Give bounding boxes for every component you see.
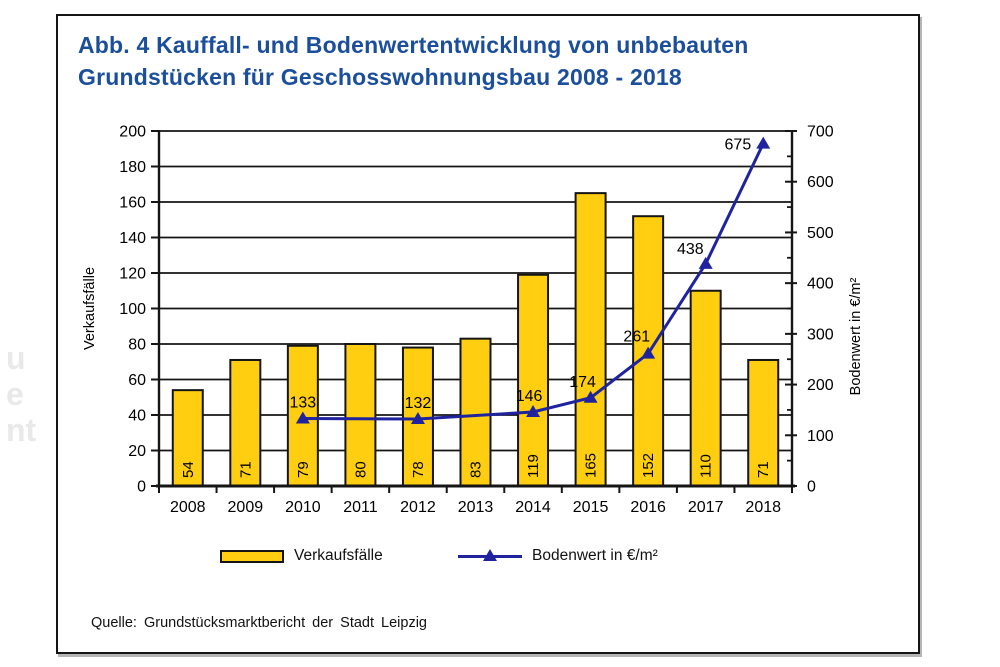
left-tick-label: 160	[119, 195, 146, 212]
line-value-label: 132	[405, 395, 432, 412]
bar-value-label: 71	[755, 461, 772, 478]
right-tick-label: 500	[807, 225, 834, 242]
x-tick-label: 2015	[573, 499, 609, 516]
bar-value-label: 110	[698, 454, 715, 478]
triangle-marker-icon	[698, 256, 713, 269]
left-tick-label: 60	[128, 372, 146, 389]
right-tick-label: 300	[807, 326, 834, 343]
line-value-label: 438	[677, 241, 704, 258]
figure-frame: Abb. 4 Kauffall- und Bodenwertentwicklun…	[56, 14, 920, 654]
bar-value-label: 78	[410, 461, 427, 478]
bar-2013	[459, 337, 492, 487]
x-tick-label: 2012	[400, 499, 436, 516]
right-tick-label: 100	[807, 428, 834, 445]
bar-value-label: 119	[525, 454, 542, 478]
line-value-label: 675	[725, 137, 752, 154]
left-tick-label: 120	[119, 266, 146, 283]
bar-2017	[689, 289, 722, 487]
figure-title-line1: Abb. 4 Kauffall- und Bodenwertentwicklun…	[78, 32, 749, 58]
margin-watermark: u e nt	[0, 340, 46, 448]
right-tick-label: 700	[807, 124, 834, 141]
left-axis-title: Verkaufsfälle	[82, 267, 98, 350]
triangle-marker-icon	[641, 346, 656, 359]
bar-value-label: 71	[237, 461, 254, 478]
bar-value-label: 79	[295, 461, 312, 478]
bar-2009	[229, 358, 262, 488]
legend-label-bodenwert: Bodenwert in €/m²	[532, 547, 658, 564]
line-value-label: 174	[569, 374, 596, 391]
left-tick-label: 180	[119, 159, 146, 176]
bar-value-label: 54	[180, 461, 197, 478]
triangle-marker-icon	[483, 549, 497, 561]
x-tick-label: 2011	[343, 499, 378, 516]
right-tick-label: 400	[807, 276, 834, 293]
figure-title-line2: Grundstücken für Geschosswohnungsbau 200…	[78, 64, 682, 90]
bar-value-label: 152	[640, 453, 657, 478]
legend-item-bodenwert: Bodenwert in €/m²	[458, 544, 658, 568]
legend-label-verkaufsfaelle: Verkaufsfälle	[294, 547, 383, 564]
right-axis-title: Bodenwert in €/m²	[848, 278, 864, 396]
bar-2018	[747, 358, 780, 488]
right-tick-label: 200	[807, 377, 834, 394]
bar-value-label: 165	[583, 453, 600, 478]
x-tick-label: 2018	[745, 499, 781, 516]
x-tick-label: 2016	[630, 499, 666, 516]
bar-value-label: 83	[468, 461, 485, 478]
left-tick-label: 80	[128, 337, 146, 354]
left-tick-label: 40	[128, 408, 146, 425]
bar-swatch-icon	[220, 549, 284, 563]
left-tick-label: 200	[119, 124, 146, 141]
x-tick-label: 2008	[170, 499, 206, 516]
source-note: Quelle: Grundstücksmarktbericht der Stad…	[91, 615, 427, 631]
triangle-marker-icon	[756, 136, 771, 149]
x-tick-label: 2014	[515, 499, 551, 516]
bar-value-label: 80	[352, 461, 369, 478]
legend-item-verkaufsfaelle: Verkaufsfälle	[220, 544, 383, 568]
x-tick-label: 2009	[228, 499, 264, 516]
left-tick-label: 140	[119, 230, 146, 247]
bar-2008	[171, 389, 204, 487]
x-tick-label: 2017	[688, 499, 724, 516]
bar-2014	[517, 273, 550, 487]
figure-title: Abb. 4 Kauffall- und Bodenwertentwicklun…	[78, 29, 888, 93]
margin-watermark-fragment: e	[6, 376, 24, 412]
triangle-marker-icon	[410, 412, 425, 425]
line-value-label: 146	[516, 388, 543, 405]
bar-2011	[344, 343, 377, 487]
right-tick-label: 0	[807, 479, 816, 496]
line-value-label: 133	[290, 395, 317, 412]
margin-watermark-fragment: u	[6, 340, 26, 376]
line-value-label: 261	[623, 329, 650, 346]
combo-chart: 0 20 40 60 80 100 120 140 160 180 200 2008 2009 2010 2…	[82, 124, 864, 517]
bar-2015	[574, 192, 607, 487]
left-tick-label: 100	[119, 301, 146, 318]
x-tick-label: 2013	[458, 499, 494, 516]
triangle-marker-icon	[583, 390, 598, 403]
triangle-marker-icon	[295, 411, 310, 424]
triangle-marker-icon	[526, 404, 541, 417]
line-swatch-icon	[458, 549, 522, 563]
left-tick-label: 0	[137, 479, 146, 496]
x-tick-label: 2010	[285, 499, 321, 516]
chart-legend: Verkaufsfälle Bodenwert in €/m²	[58, 544, 915, 568]
margin-watermark-fragment: nt	[6, 412, 37, 448]
right-tick-label: 600	[807, 174, 834, 191]
left-tick-label: 20	[128, 443, 146, 460]
